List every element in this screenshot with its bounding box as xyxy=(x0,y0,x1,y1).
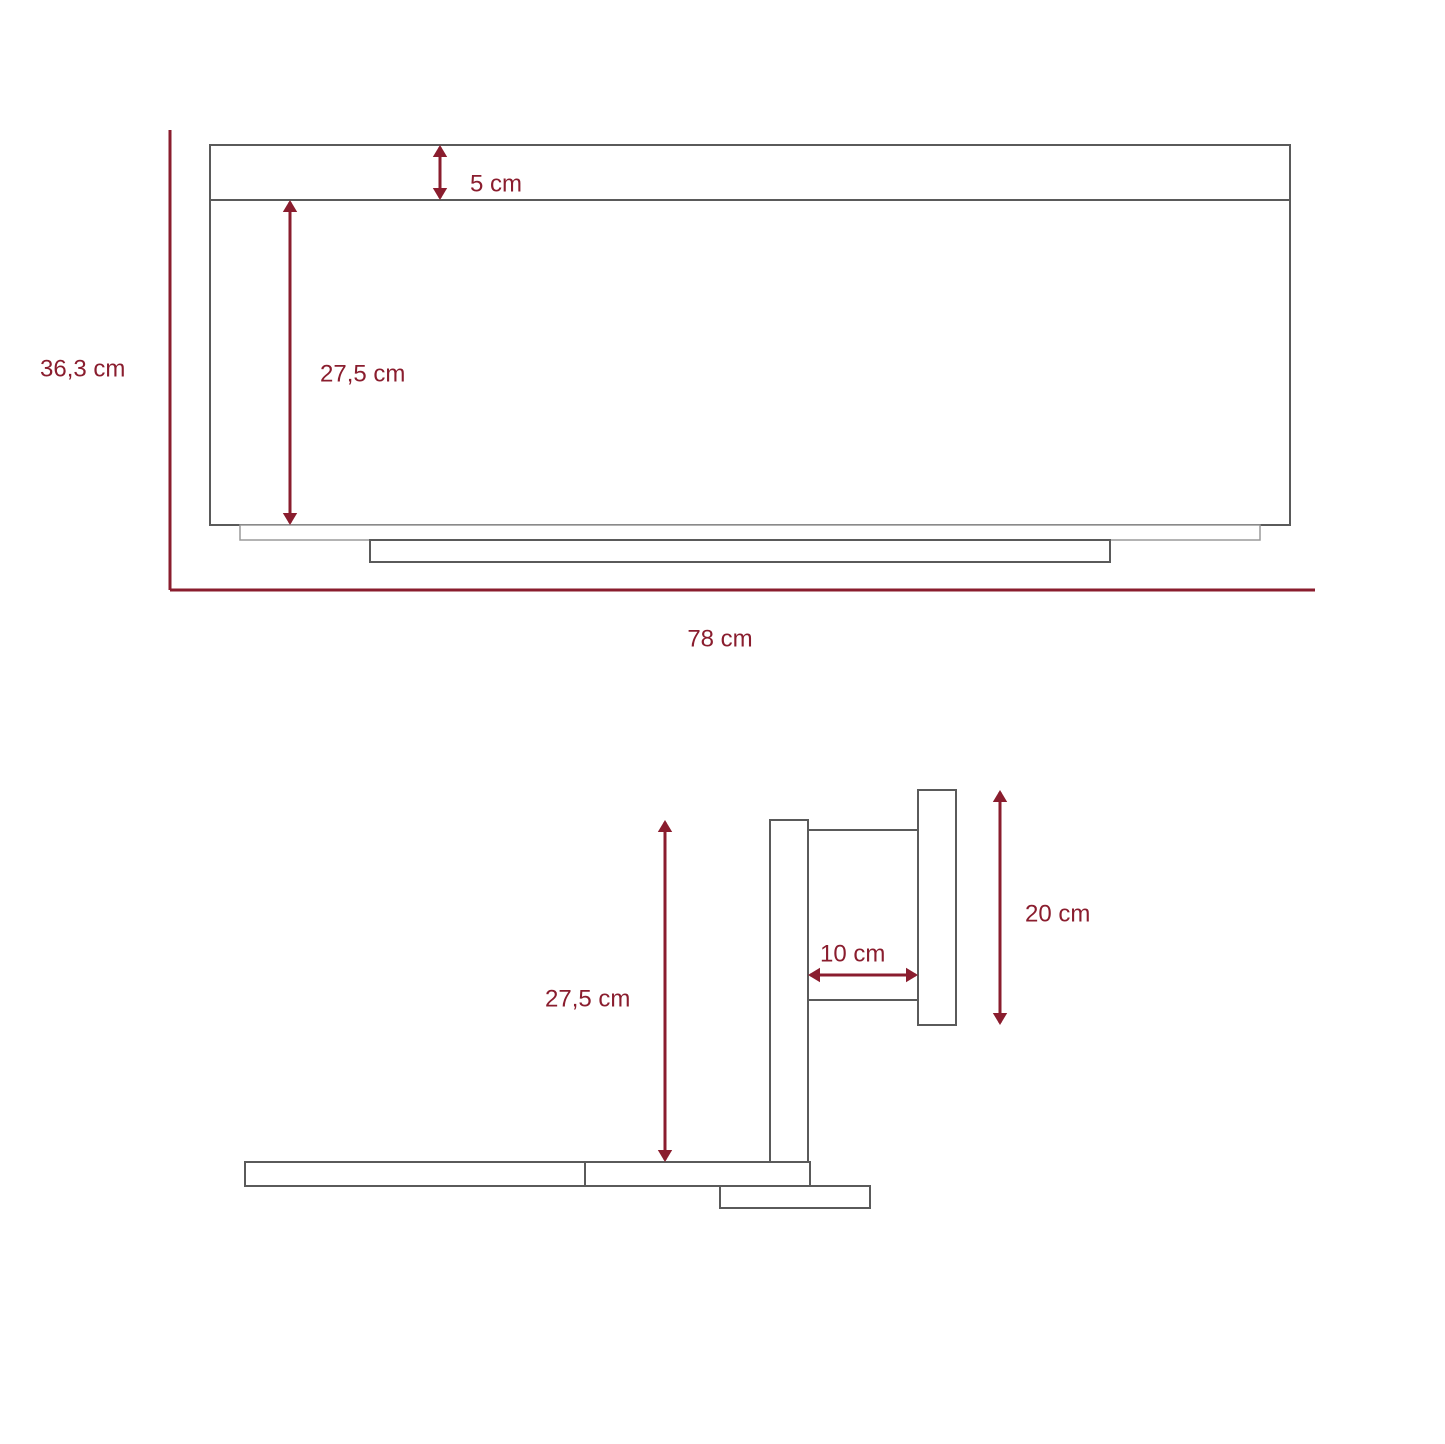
side-back-plate xyxy=(918,790,956,1025)
dim-label-5cm: 5 cm xyxy=(470,170,522,197)
side-foot xyxy=(720,1186,870,1208)
dim-label-10cm: 10 cm xyxy=(820,940,885,967)
arrowhead-icon xyxy=(658,820,672,832)
arrowhead-icon xyxy=(808,968,820,982)
arrowhead-icon xyxy=(906,968,918,982)
side-shelf-left xyxy=(245,1162,585,1186)
arrowhead-icon xyxy=(658,1150,672,1162)
front-outer-box xyxy=(210,145,1290,525)
side-pillar xyxy=(770,820,808,1185)
dim-label-20cm: 20 cm xyxy=(1025,900,1090,927)
dim-total-height: 36,3 cm xyxy=(40,355,125,382)
dim-total-width: 78 cm xyxy=(687,625,752,652)
arrowhead-icon xyxy=(993,1013,1007,1025)
front-foot xyxy=(370,540,1110,562)
side-shelf-right xyxy=(585,1162,810,1186)
dim-label-275cm-front: 27,5 cm xyxy=(320,360,405,387)
dim-label-275cm-side: 27,5 cm xyxy=(545,985,630,1012)
front-base-slab xyxy=(240,525,1260,540)
arrowhead-icon xyxy=(993,790,1007,802)
